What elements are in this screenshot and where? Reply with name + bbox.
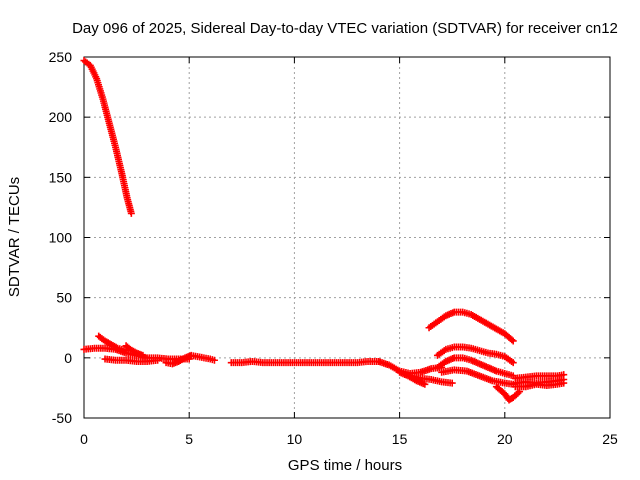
data-marks <box>80 57 568 404</box>
data-point <box>508 336 516 344</box>
series-hump-lowest <box>438 366 517 388</box>
data-point <box>560 379 568 387</box>
x-tick-label: 20 <box>497 431 513 447</box>
series-base-7-14 <box>227 357 383 367</box>
series-steep-descent <box>80 57 135 217</box>
data-point <box>509 359 517 367</box>
series-dip-20 <box>492 383 524 404</box>
x-tick-label: 15 <box>392 431 408 447</box>
series-dip-16-mid <box>406 372 456 387</box>
x-axis-label: GPS time / hours <box>288 457 402 474</box>
y-tick-label: 0 <box>64 350 72 366</box>
series-tail-21-23-c <box>511 379 568 391</box>
data-point <box>154 356 162 364</box>
y-tick-label: 200 <box>49 109 73 125</box>
series-blobs-4-6 <box>162 351 218 368</box>
axis-ticks: 0 5 10 15 20 25 -50 0 50 100 150 200 250 <box>49 49 618 447</box>
y-tick-label: 100 <box>49 230 73 246</box>
series-branch-early-b <box>101 355 162 365</box>
x-tick-label: 0 <box>80 431 88 447</box>
data-point <box>139 351 147 359</box>
data-point <box>448 379 456 387</box>
series-hump-upper <box>425 308 517 345</box>
series-hump-low <box>433 354 517 380</box>
y-tick-label: 250 <box>49 49 73 65</box>
x-tick-label: 10 <box>287 431 303 447</box>
x-tick-label: 5 <box>185 431 193 447</box>
y-axis-label: SDTVAR / TECUs <box>6 177 23 297</box>
x-tick-label: 25 <box>602 431 618 447</box>
series-hump-mid <box>433 343 517 367</box>
y-tick-label: 50 <box>56 290 72 306</box>
chart-title: Day 096 of 2025, Sidereal Day-to-day VTE… <box>72 20 618 37</box>
series-branch-early-c <box>122 342 147 359</box>
y-tick-label: 150 <box>49 169 73 185</box>
data-point <box>210 356 218 364</box>
series-branch-early-a <box>95 332 130 355</box>
data-point <box>509 337 517 345</box>
data-point <box>127 209 135 217</box>
y-tick-label: -50 <box>52 410 72 426</box>
